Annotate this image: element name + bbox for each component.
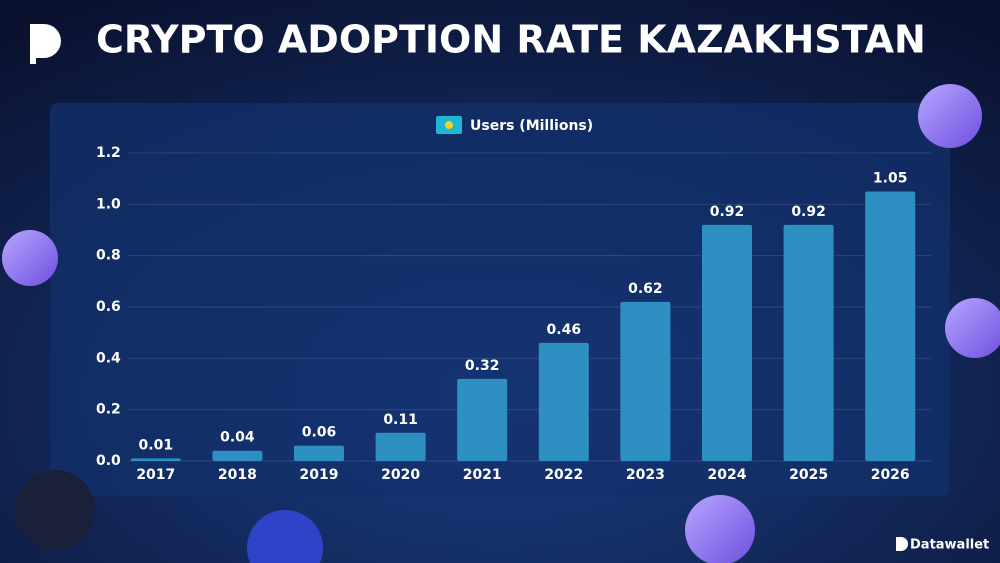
bar [702,224,752,461]
coin-decoration [2,84,1000,563]
data-label: 0.01 [139,437,174,453]
x-tick-label: 2021 [463,467,502,483]
data-label: 1.05 [873,171,908,187]
data-label: 0.32 [465,358,500,374]
data-label: 0.46 [547,322,582,338]
x-tick-label: 2023 [626,467,665,483]
x-tick-label: 2024 [708,467,747,483]
bar [783,224,834,461]
legend: Users (Millions) [436,116,593,134]
x-tick-label: 2022 [544,467,583,483]
y-tick-label: 0.2 [96,402,121,418]
brand: Datawallet [910,538,989,553]
bar [294,445,344,461]
flag-sun [445,121,453,129]
data-label: 0.62 [628,281,663,297]
logo [30,24,61,64]
chart-title: CRYPTO ADOPTION RATE KAZAKHSTAN [96,18,926,62]
y-tick-label: 1.0 [96,196,121,212]
bar [375,432,426,461]
x-tick-label: 2018 [218,467,257,483]
data-label: 0.06 [302,425,337,441]
x-tick-label: 2019 [300,467,339,483]
y-tick-label: 0.4 [96,350,121,366]
bar [538,342,589,461]
legend-label: Users (Millions) [470,118,593,134]
data-label: 0.92 [791,204,826,220]
bar [620,301,671,461]
bar [865,191,916,461]
y-tick-label: 0.8 [96,248,121,264]
data-label: 0.11 [383,412,418,428]
data-label: 0.92 [710,204,745,220]
x-tick-label: 2020 [381,467,420,483]
x-tick-label: 2026 [871,467,910,483]
bar [212,450,263,461]
bar [130,458,181,461]
y-tick-label: 0.0 [96,453,121,469]
x-tick-label: 2017 [136,467,175,483]
brand-mark: Datawallet [896,537,989,553]
bar [457,378,508,461]
data-label: 0.04 [220,430,255,446]
y-tick-label: 0.6 [96,299,121,315]
x-tick-label: 2025 [789,467,828,483]
y-tick-label: 1.2 [96,145,121,161]
